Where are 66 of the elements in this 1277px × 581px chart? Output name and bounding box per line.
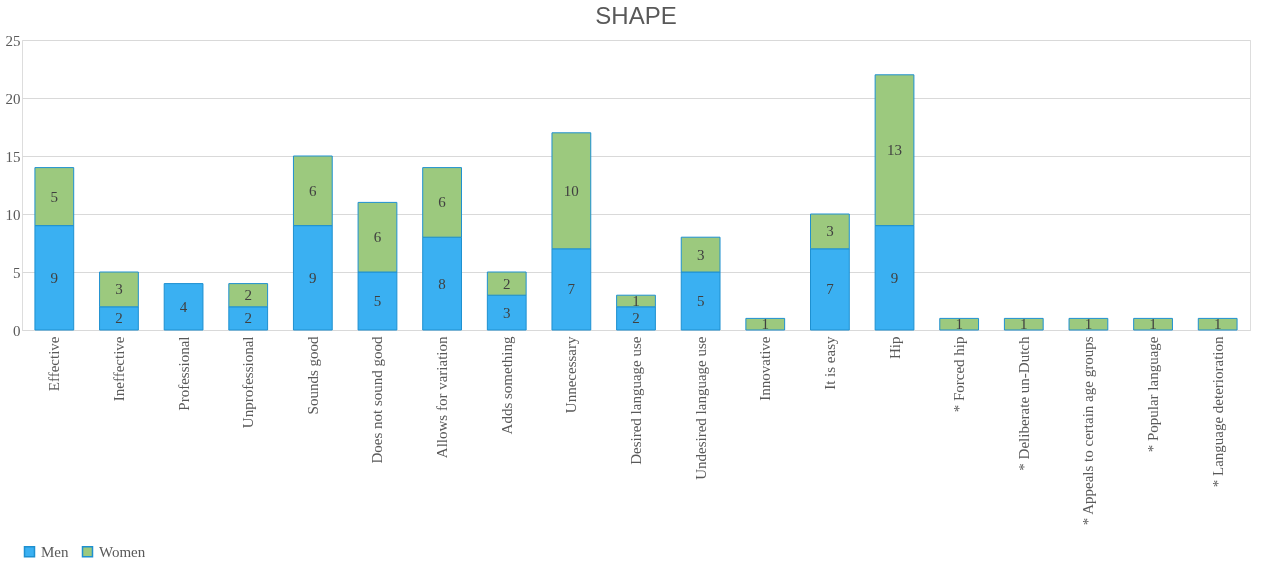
y-tick-label: 20 bbox=[5, 90, 21, 107]
bar bbox=[1133, 317, 1173, 331]
data-label: 1 bbox=[1149, 316, 1157, 333]
data-label: 7 bbox=[826, 281, 835, 298]
x-tick-label: Professional bbox=[175, 336, 192, 411]
data-label: 2 bbox=[632, 310, 640, 327]
bar bbox=[1068, 317, 1109, 331]
data-label: 1 bbox=[632, 293, 640, 309]
x-tick-label: Does not sound good bbox=[369, 336, 386, 464]
bar bbox=[939, 317, 980, 331]
x-tick-label: Innovative bbox=[757, 336, 774, 401]
chart-title: SHAPE bbox=[595, 2, 677, 29]
data-label: 2 bbox=[502, 275, 511, 292]
x-tick-label: Sounds good bbox=[304, 336, 321, 415]
data-label: 10 bbox=[563, 182, 579, 199]
x-tick-label: Effective bbox=[46, 336, 63, 392]
data-label: 6 bbox=[438, 194, 447, 211]
y-tick-label: 0 bbox=[13, 322, 21, 339]
x-tick-label: Ineffective bbox=[110, 336, 127, 402]
data-label: 1 bbox=[955, 316, 963, 333]
data-label: 5 bbox=[50, 188, 59, 205]
data-label: 2 bbox=[244, 287, 252, 304]
data-label: 2 bbox=[115, 310, 123, 327]
data-label: 1 bbox=[1213, 316, 1222, 333]
data-label: 9 bbox=[309, 269, 317, 286]
data-label: 1 bbox=[1020, 316, 1028, 333]
bar bbox=[745, 317, 786, 331]
data-label: 5 bbox=[373, 293, 382, 309]
x-tick-label: Allows for variation bbox=[434, 336, 451, 459]
data-label: 7 bbox=[567, 281, 576, 298]
y-tick-label: 25 bbox=[5, 32, 21, 49]
bar bbox=[163, 283, 204, 331]
data-label: 13 bbox=[887, 142, 903, 159]
data-label: 9 bbox=[890, 269, 899, 286]
legend-label: Women bbox=[99, 543, 146, 560]
data-label: 2 bbox=[244, 310, 252, 327]
bar bbox=[1197, 317, 1238, 331]
x-tick-label: It is easy bbox=[821, 336, 838, 390]
x-tick-label: * Deliberate un-Dutch bbox=[1015, 336, 1032, 471]
y-tick-label: 10 bbox=[5, 206, 21, 223]
data-label: 3 bbox=[826, 223, 834, 240]
x-tick-label: * Popular language bbox=[1145, 336, 1162, 453]
data-label: 6 bbox=[309, 182, 318, 199]
data-label: 6 bbox=[373, 229, 382, 246]
data-label: 9 bbox=[50, 269, 59, 286]
bar bbox=[1003, 317, 1044, 331]
x-tick-label: Hip bbox=[886, 336, 903, 359]
x-tick-label: * Appeals to certain age groups bbox=[1080, 336, 1097, 526]
x-tick-label: Unnecessary bbox=[563, 336, 580, 414]
y-tick-label: 15 bbox=[5, 148, 21, 165]
data-label: 5 bbox=[696, 293, 705, 309]
data-label: 4 bbox=[179, 298, 188, 315]
y-tick-label: 5 bbox=[13, 264, 21, 281]
legend-label: Men bbox=[41, 543, 69, 560]
data-label: 3 bbox=[115, 281, 123, 298]
x-tick-label: * Language deterioration bbox=[1209, 336, 1226, 488]
data-label: 1 bbox=[1084, 316, 1093, 333]
x-tick-label: Undesired language use bbox=[692, 336, 709, 480]
x-tick-label: Desired language use bbox=[628, 336, 644, 465]
x-tick-label: * Forced hip bbox=[951, 336, 968, 413]
data-label: 3 bbox=[696, 246, 705, 263]
data-label: 8 bbox=[438, 275, 446, 292]
x-tick-label: Unprofessional bbox=[240, 336, 257, 429]
data-label: 3 bbox=[502, 304, 511, 321]
data-label: 1 bbox=[761, 316, 770, 333]
x-tick-label: Adds something bbox=[498, 336, 515, 435]
